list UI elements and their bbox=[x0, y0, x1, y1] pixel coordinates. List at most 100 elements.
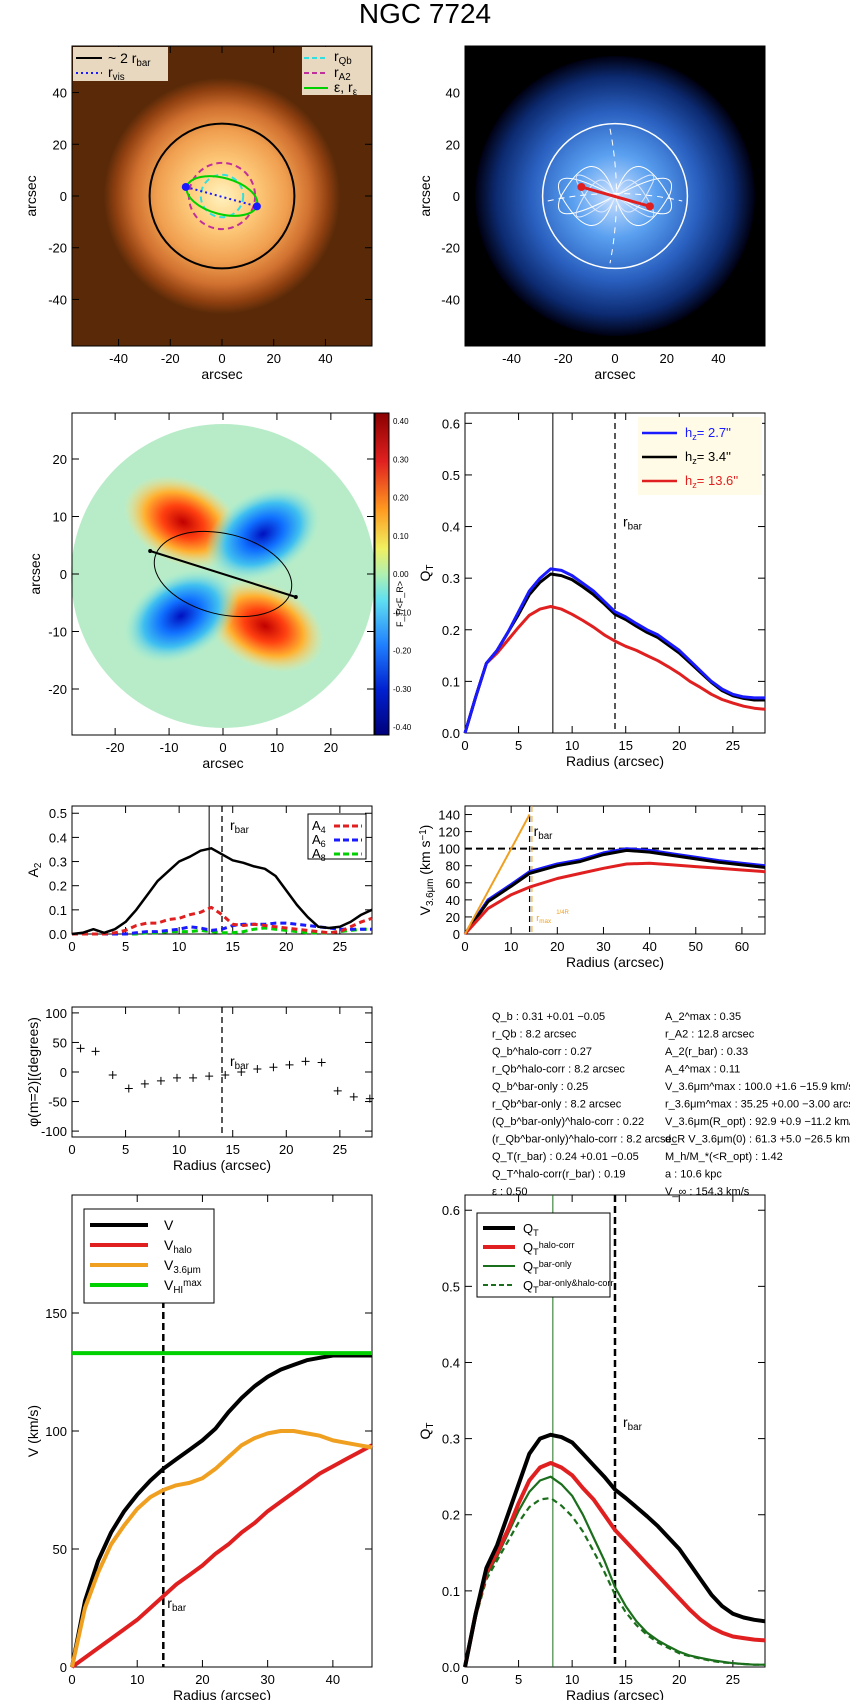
param-right-item: A_2^max : 0.35 bbox=[665, 1011, 741, 1023]
p2-ytick-label: -20 bbox=[441, 241, 460, 256]
p3-ytick-label: -10 bbox=[48, 625, 67, 640]
param-right-item: V_3.6μm(R_opt) : 92.9 +0.9 −11.2 km/s bbox=[665, 1116, 850, 1128]
p5-xtick-label: 5 bbox=[122, 939, 129, 954]
p7-xtick-label: 0 bbox=[68, 1142, 75, 1157]
p4-ytick-label: 0.5 bbox=[442, 468, 460, 483]
p3-xtick-label: 10 bbox=[270, 740, 284, 755]
p9-legend-label: V3.6μm bbox=[164, 1257, 201, 1276]
p6-ytick-label: 140 bbox=[438, 808, 460, 823]
p4-ytick-label: 0.3 bbox=[442, 571, 460, 586]
p3-colorbar-tick: -0.10 bbox=[393, 608, 412, 617]
p2-circle bbox=[541, 122, 689, 270]
p4-legend-label: hz= 2.7'' bbox=[685, 425, 731, 442]
p7-point bbox=[365, 1094, 374, 1103]
p2-xtick-label: -40 bbox=[502, 351, 521, 366]
p10-ytick-label: 0.1 bbox=[442, 1584, 460, 1599]
p7-ylabel: φ(m=2)[(degrees) bbox=[25, 1017, 41, 1127]
p7-point bbox=[237, 1068, 246, 1076]
p10-ytick-label: 0.3 bbox=[442, 1432, 460, 1447]
p6-series-line bbox=[464, 814, 531, 935]
p2-xtick-label: -20 bbox=[554, 351, 573, 366]
p9-xtick-label: 30 bbox=[260, 1672, 274, 1687]
p1-legend-rQb: rQb bbox=[334, 48, 352, 67]
p4-xtick-label: 25 bbox=[726, 738, 740, 753]
p7-point bbox=[205, 1072, 214, 1081]
p2-ytick-label: 40 bbox=[446, 86, 460, 101]
p10-legend-label: QTbar-only bbox=[523, 1259, 572, 1276]
p6-series-line bbox=[463, 861, 766, 936]
p3-ytick-label: 10 bbox=[53, 510, 67, 525]
p6-ylabel: V3.6μm (km s−1) bbox=[417, 825, 436, 916]
p3-ellipse bbox=[153, 530, 293, 618]
p9-ytick-label: 150 bbox=[45, 1306, 67, 1321]
p7-ytick-label: 50 bbox=[53, 1035, 67, 1050]
p4-xtick-label: 5 bbox=[515, 738, 522, 753]
p9-ytick-label: 50 bbox=[53, 1542, 67, 1557]
p9-xtick-label: 10 bbox=[130, 1672, 144, 1687]
p7-point bbox=[189, 1073, 198, 1082]
p1-rvis-line bbox=[185, 185, 258, 208]
p6-xtick-label: 50 bbox=[689, 939, 703, 954]
p5-xtick-label: 0 bbox=[68, 939, 75, 954]
p4-ytick-label: 0.0 bbox=[442, 726, 460, 741]
params-block: Q_b : 0.31 +0.01 −0.05 r_Qb : 8.2 arcsec Q… bbox=[492, 1011, 850, 1198]
p6-rmax-label: rmax bbox=[536, 913, 552, 925]
param-right-item: r_A2 : 12.8 arcsec bbox=[665, 1029, 755, 1041]
p4-ylabel: QT bbox=[417, 565, 436, 582]
p9-xtick-label: 40 bbox=[326, 1672, 340, 1687]
p9-xlabel: Radius (arcsec) bbox=[173, 1687, 271, 1700]
p10-ytick-label: 0.0 bbox=[442, 1660, 460, 1675]
param-right-item: M_h/M_*(<R_opt) : 1.42 bbox=[665, 1151, 783, 1163]
p3-colorbar-tick: -0.40 bbox=[393, 723, 412, 732]
p4-series-line bbox=[463, 605, 766, 734]
p5-rbar-label: rbar bbox=[230, 817, 250, 836]
param-left-item: (Q_b^bar-only)^halo-corr : 0.22 bbox=[492, 1116, 644, 1128]
p9-legend-label: VHImax bbox=[164, 1277, 202, 1296]
p3-xtick-label: -20 bbox=[106, 740, 125, 755]
p2-xtick-label: 20 bbox=[659, 351, 673, 366]
p7-xlabel: Radius (arcsec) bbox=[173, 1157, 271, 1173]
p2-zero-contour bbox=[547, 193, 683, 202]
p10-xtick-label: 20 bbox=[672, 1672, 686, 1687]
p5-ytick-label: 0.4 bbox=[49, 830, 67, 845]
p3-bar-end bbox=[293, 595, 298, 599]
p5-ytick-label: 0.1 bbox=[49, 903, 67, 918]
param-right-item: V_∞ : 154.3 km/s bbox=[665, 1186, 750, 1198]
param-left-item: Q_T(r_bar) : 0.24 +0.01 −0.05 bbox=[492, 1151, 639, 1163]
param-right-item: a : 10.6 kpc bbox=[665, 1169, 722, 1181]
p5-legend-label: A8 bbox=[312, 846, 326, 863]
param-left-item: Q_b : 0.31 +0.01 −0.05 bbox=[492, 1011, 605, 1023]
param-right-item: V_3.6μm^max : 100.0 +1.6 −15.9 km/s bbox=[665, 1081, 850, 1093]
p6-ytick-label: 100 bbox=[438, 842, 460, 857]
p10-axes: 0 5 10 15 20 25 0.0 0.1 0.2 0.3 0.4 0.5 0.6 Radius (a… bbox=[417, 1194, 766, 1700]
p3-axes: -20 -10 0 10 20 -20 -10 0 10 20 arcsec arcsec 0.40 0.… bbox=[27, 412, 412, 771]
p10-xtick-label: 10 bbox=[565, 1672, 579, 1687]
p9-series-line bbox=[70, 1443, 373, 1669]
p6-xtick-label: 10 bbox=[504, 939, 518, 954]
p9-legend-label: V bbox=[164, 1217, 174, 1233]
p4-legend-label: hz= 13.6'' bbox=[685, 473, 738, 490]
p10-series-line bbox=[463, 1432, 766, 1668]
param-right-item: A_4^max : 0.11 bbox=[665, 1064, 740, 1076]
p7-ytick-label: 0 bbox=[60, 1065, 67, 1080]
p6-ytick-label: 0 bbox=[453, 927, 460, 942]
p4-rbar-label: rbar bbox=[623, 514, 643, 533]
p2-contour bbox=[575, 179, 616, 218]
p9-xtick-label: 0 bbox=[68, 1672, 75, 1687]
p9-series-line bbox=[70, 1429, 373, 1668]
p6-ytick-label: 80 bbox=[446, 859, 460, 874]
p7-point bbox=[91, 1047, 100, 1056]
p2-contour bbox=[614, 166, 672, 215]
p4-ytick-label: 0.1 bbox=[442, 674, 460, 689]
p4-ytick-label: 0.4 bbox=[442, 520, 460, 535]
p6-ytick-label: 60 bbox=[446, 876, 460, 891]
param-left-item: (r_Qb^bar-only)^halo-corr : 8.2 arcsec bbox=[492, 1134, 678, 1146]
p10-ytick-label: 0.5 bbox=[442, 1279, 460, 1294]
p1-galaxy-image bbox=[104, 78, 340, 314]
p10-xtick-label: 5 bbox=[515, 1672, 522, 1687]
p4-ytick-label: 0.2 bbox=[442, 623, 460, 638]
p3-xtick-label: 20 bbox=[324, 740, 338, 755]
param-left-item: Q_b^halo-corr : 0.27 bbox=[492, 1046, 592, 1058]
p6-ytick-label: 40 bbox=[446, 893, 460, 908]
p7-ytick-label: 100 bbox=[45, 1006, 67, 1021]
